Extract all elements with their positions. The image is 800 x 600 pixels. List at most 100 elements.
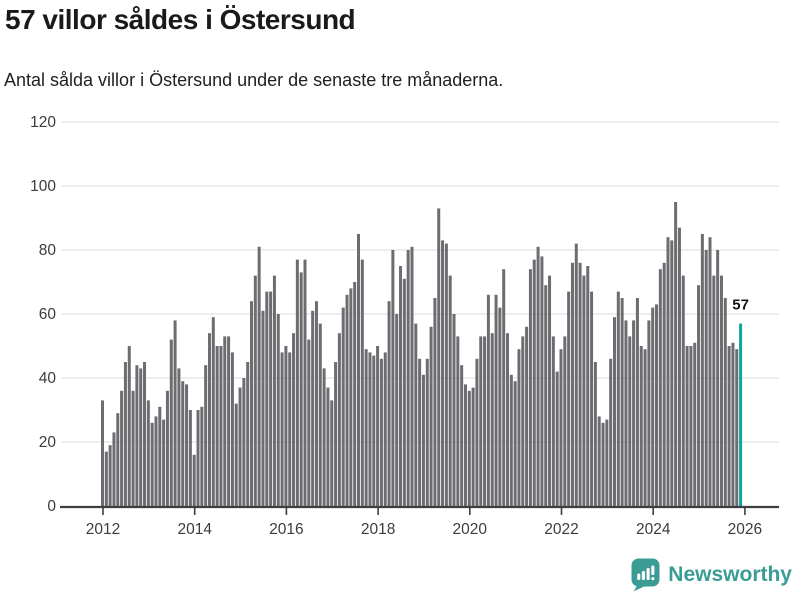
bar	[269, 291, 273, 506]
bar	[590, 291, 594, 506]
bar	[716, 250, 720, 506]
bar	[383, 352, 387, 506]
bar	[666, 237, 670, 506]
bar	[418, 358, 422, 506]
x-axis-tick-label: 2020	[453, 521, 488, 538]
bar	[551, 336, 555, 506]
bar	[467, 390, 471, 506]
bar	[303, 259, 307, 506]
bar	[544, 285, 548, 506]
bar	[280, 352, 284, 506]
bar	[612, 317, 616, 506]
page-title: 57 villor såldes i Östersund	[5, 4, 356, 35]
bar	[677, 227, 681, 506]
bar	[131, 390, 135, 506]
bar	[154, 416, 158, 506]
bar	[609, 358, 613, 506]
bar	[150, 422, 154, 506]
bar	[662, 262, 666, 506]
bar	[712, 275, 716, 506]
bar	[597, 416, 601, 506]
bar	[624, 320, 628, 506]
bar	[402, 278, 406, 506]
bar	[433, 298, 437, 506]
bar	[250, 301, 254, 506]
bar	[192, 454, 196, 506]
bar	[288, 352, 292, 506]
bar	[276, 314, 280, 506]
y-axis-tick-label: 0	[47, 498, 56, 515]
highlight-bar	[739, 323, 743, 506]
bar	[112, 432, 116, 506]
bar	[357, 234, 360, 506]
bar	[685, 346, 689, 506]
bar	[483, 336, 487, 506]
bar	[246, 362, 250, 506]
bar	[509, 374, 513, 506]
bar	[486, 294, 490, 506]
bar	[658, 269, 662, 506]
bar	[200, 406, 204, 506]
bar	[570, 262, 574, 506]
bar	[345, 294, 349, 506]
newsworthy-wordmark: Newsworthy	[668, 562, 792, 586]
bar	[437, 208, 441, 506]
bar	[395, 314, 399, 506]
bar	[135, 365, 139, 506]
bar	[292, 333, 296, 506]
bar	[284, 346, 288, 506]
bar	[334, 362, 338, 506]
bar	[735, 349, 739, 506]
bar	[548, 275, 552, 506]
bar	[528, 269, 532, 506]
bar	[727, 346, 731, 506]
bar	[582, 275, 586, 506]
bar	[719, 275, 723, 506]
bar	[311, 310, 315, 506]
bar	[586, 266, 590, 506]
y-axis-tick-label: 80	[39, 242, 57, 259]
x-axis-tick-label: 2012	[86, 521, 120, 538]
bar	[227, 336, 231, 506]
bar	[593, 362, 597, 506]
bar	[723, 298, 727, 506]
bar	[162, 419, 166, 506]
bar	[188, 410, 192, 506]
bar	[185, 384, 189, 506]
brand-footer[interactable]: Newsworthy	[630, 557, 792, 592]
bar	[123, 362, 127, 506]
bar	[196, 410, 200, 506]
bar	[700, 234, 704, 506]
bar	[173, 320, 177, 506]
bar	[559, 349, 563, 506]
bar	[521, 336, 525, 506]
bar	[376, 346, 380, 506]
bar	[639, 346, 643, 506]
chart-subtitle: Antal sålda villor i Östersund under de …	[4, 70, 504, 90]
x-axis-tick-label: 2016	[269, 521, 303, 538]
bar	[391, 250, 395, 506]
bar	[460, 365, 464, 506]
bar	[697, 285, 701, 506]
bar	[540, 256, 544, 506]
bar	[253, 275, 257, 506]
bar	[204, 365, 208, 506]
y-axis-tick-label: 60	[39, 306, 57, 323]
bar	[146, 400, 150, 506]
newsworthy-pin-barchart-icon	[631, 558, 660, 592]
bar	[490, 333, 494, 506]
bar	[337, 333, 341, 506]
y-axis-tick-label: 40	[39, 370, 57, 387]
y-axis-tick-label: 20	[39, 434, 57, 451]
bar	[567, 291, 571, 506]
y-axis-tick-label: 100	[30, 178, 56, 195]
bar	[674, 202, 678, 506]
y-axis-tick-label: 120	[30, 114, 56, 131]
bar	[360, 259, 364, 506]
bar	[441, 240, 445, 506]
bar	[628, 336, 632, 506]
bar	[708, 237, 712, 506]
bar	[295, 259, 299, 506]
bar	[555, 371, 559, 506]
